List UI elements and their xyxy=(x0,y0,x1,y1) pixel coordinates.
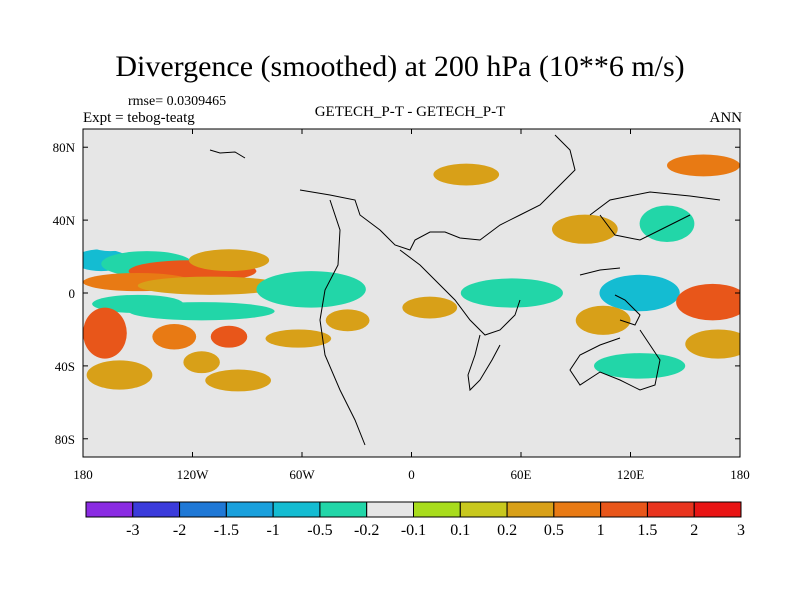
divergence-blob xyxy=(484,382,558,405)
y-tick-label: 40S xyxy=(55,359,75,374)
colorbar-swatch xyxy=(553,501,602,518)
colorbar-label: 2 xyxy=(690,522,698,539)
y-axis: 80N 40N 0 40S 80S xyxy=(53,140,740,447)
x-tick-label: 180 xyxy=(730,467,750,482)
colorbar-swatch xyxy=(413,501,461,518)
divergence-blob xyxy=(128,302,275,321)
colorbar-label: 0.1 xyxy=(450,522,470,539)
comparison-label: GETECH_P-T - GETECH_P-T xyxy=(314,104,506,120)
divergence-blob xyxy=(83,225,138,252)
divergence-blob xyxy=(599,274,680,312)
divergence-blob xyxy=(137,276,284,295)
colorbar-label: 0.5 xyxy=(544,522,564,539)
divergence-blob xyxy=(676,283,740,321)
divergence-blob xyxy=(265,329,332,348)
divergence-field xyxy=(83,152,740,405)
divergence-blob xyxy=(86,360,153,390)
colorbar: -3 -2 -1.5 -1 -0.5 -0.2 -0.1 0.1 0.2 0.5 1 1.5 2 3 xyxy=(85,501,745,539)
x-tick-label: 120E xyxy=(617,467,645,482)
divergence-blob xyxy=(325,309,370,332)
season-label: ANN xyxy=(709,110,743,126)
divergence-blob xyxy=(433,163,500,186)
x-tick-label: 180 xyxy=(73,467,93,482)
y-tick-label: 80N xyxy=(53,140,76,155)
divergence-blob xyxy=(685,329,740,359)
divergence-blob xyxy=(152,323,197,350)
x-tick-label: 120W xyxy=(177,467,210,482)
x-tick-label: 0 xyxy=(408,467,415,482)
colorbar-label: -0.2 xyxy=(354,522,379,539)
colorbar-label: 1 xyxy=(597,522,605,539)
colorbar-label: 3 xyxy=(737,522,745,539)
colorbar-swatch xyxy=(459,501,508,518)
colorbar-swatch xyxy=(319,501,368,518)
colorbar-swatch xyxy=(600,501,648,518)
divergence-blob xyxy=(460,278,563,308)
chart-title: Divergence (smoothed) at 200 hPa (10**6 … xyxy=(115,50,685,83)
divergence-blob xyxy=(210,325,248,348)
colorbar-swatch xyxy=(179,501,227,518)
rmse-label: rmse= 0.0309465 xyxy=(128,94,227,109)
colorbar-swatch xyxy=(225,501,274,518)
colorbar-label: 1.5 xyxy=(637,522,657,539)
divergence-blob xyxy=(137,231,211,246)
divergence-blob xyxy=(594,353,686,379)
colorbar-swatch xyxy=(272,501,321,518)
experiment-label: Expt = tebog-teatg xyxy=(83,110,195,126)
x-axis: 180 120W 60W 0 60E 120E 180 xyxy=(73,129,750,482)
colorbar-label: -2 xyxy=(173,522,186,539)
colorbar-swatch xyxy=(132,501,181,518)
divergence-blob xyxy=(205,369,271,392)
coastlines xyxy=(209,134,721,446)
divergence-blob xyxy=(183,351,220,374)
colorbar-label: -1.5 xyxy=(214,522,239,539)
colorbar-label: -1 xyxy=(266,522,279,539)
x-tick-label: 60W xyxy=(289,467,315,482)
colorbar-swatch xyxy=(85,501,134,518)
divergence-blob xyxy=(575,305,631,335)
colorbar-swatch xyxy=(646,501,695,518)
colorbar-label: 0.2 xyxy=(497,522,517,539)
divergence-blob xyxy=(552,214,618,244)
colorbar-swatch xyxy=(506,501,555,518)
colorbar-label: -3 xyxy=(126,522,139,539)
divergence-blob xyxy=(256,271,366,308)
colorbar-label: -0.5 xyxy=(307,522,332,539)
divergence-blob xyxy=(104,152,171,171)
divergence-blob xyxy=(402,223,494,253)
y-tick-label: 0 xyxy=(69,286,76,301)
x-tick-label: 60E xyxy=(511,467,532,482)
divergence-blob xyxy=(667,154,740,177)
divergence-blob xyxy=(402,296,458,319)
colorbar-swatch xyxy=(366,501,415,518)
y-tick-label: 80S xyxy=(55,432,75,447)
colorbar-swatch xyxy=(693,501,742,518)
y-tick-label: 40N xyxy=(53,213,76,228)
colorbar-label: -0.1 xyxy=(401,522,426,539)
divergence-blob xyxy=(342,240,416,266)
divergence-blob xyxy=(188,249,270,272)
divergence-blob xyxy=(83,307,127,359)
